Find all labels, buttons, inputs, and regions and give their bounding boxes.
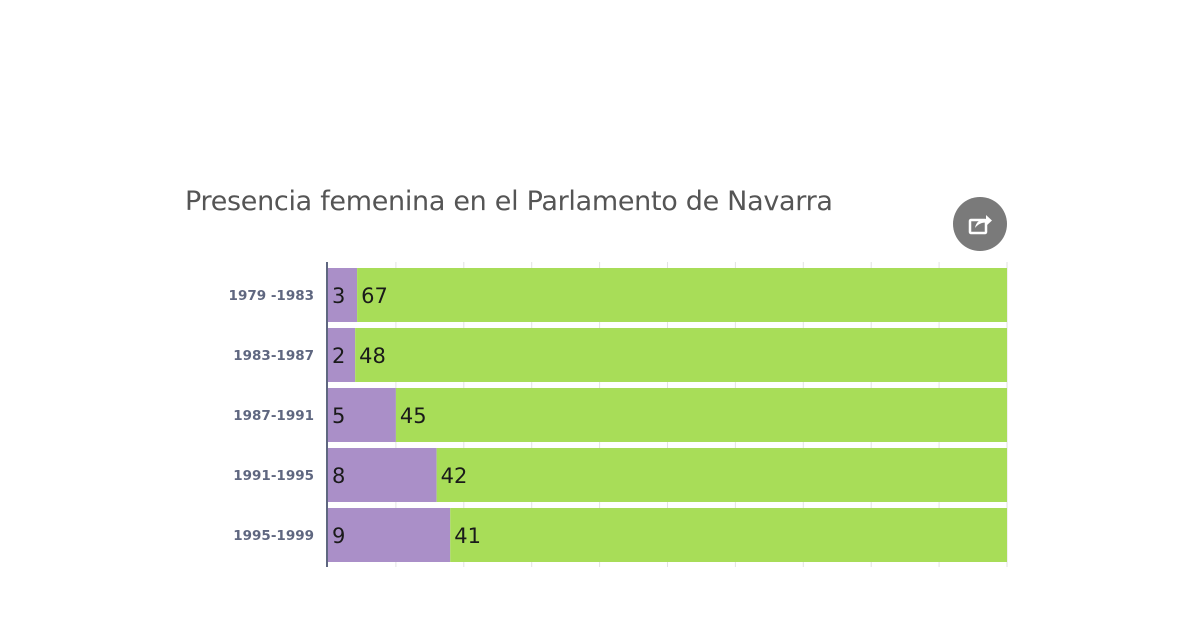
- category-label: 1995-1999: [233, 528, 314, 544]
- share-icon-box: [968, 218, 988, 235]
- share-icon: [953, 197, 1007, 251]
- data-label: 48: [359, 344, 386, 368]
- data-label: 2: [332, 344, 345, 368]
- labels: 3 67 1979 -1983 2 48 1983-1987 5 45 1987-1991 8 42…: [229, 284, 481, 548]
- data-label: 42: [441, 464, 468, 488]
- bar-segment: [328, 388, 396, 442]
- bar-segment: [395, 388, 1007, 442]
- data-label: 67: [361, 284, 388, 308]
- bar-segment: [450, 508, 1008, 562]
- category-label: 1987-1991: [233, 408, 314, 424]
- data-label: 5: [332, 404, 345, 428]
- share-button[interactable]: [953, 197, 1007, 251]
- bar-segment: [328, 508, 451, 562]
- data-label: 41: [454, 524, 481, 548]
- data-label: 3: [332, 284, 345, 308]
- bar-segment: [357, 268, 1008, 322]
- bar-segment: [355, 328, 1007, 382]
- bars: [328, 268, 1008, 562]
- data-label: 9: [332, 524, 345, 548]
- category-label: 1979 -1983: [229, 288, 314, 304]
- bar-segment: [328, 328, 356, 382]
- category-label: 1983-1987: [233, 348, 314, 364]
- bar-segment: [436, 448, 1007, 502]
- bar-segment: [328, 448, 437, 502]
- category-label: 1991-1995: [233, 468, 314, 484]
- share-icon-circle: [953, 197, 1007, 251]
- data-label: 8: [332, 464, 345, 488]
- bar-segment: [328, 268, 358, 322]
- share-icon-arrow: [975, 215, 992, 228]
- data-label: 45: [400, 404, 427, 428]
- chart-title: Presencia femenina en el Parlamento de N…: [185, 186, 833, 217]
